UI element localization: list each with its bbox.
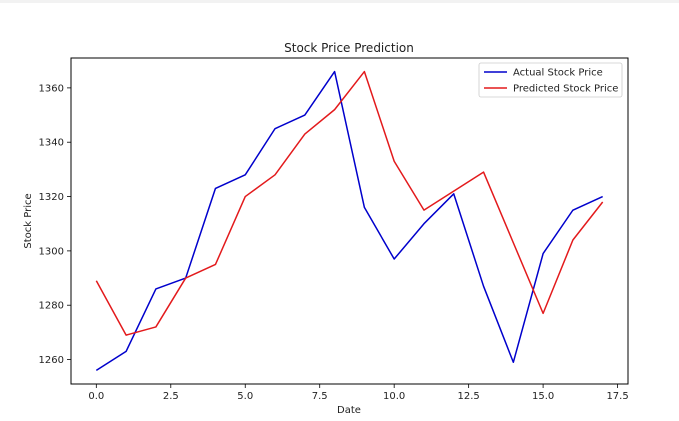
data-point: [512, 361, 514, 363]
data-point: [482, 171, 484, 173]
series-lines: [95, 70, 604, 372]
x-tick-label: 12.5: [458, 391, 480, 402]
series-line-predicted: [95, 70, 604, 336]
data-point: [482, 285, 484, 287]
data-point: [601, 201, 603, 203]
x-tick-label: 5.0: [237, 391, 253, 402]
data-point: [333, 108, 335, 110]
data-point: [572, 239, 574, 241]
data-point: [125, 334, 127, 336]
data-point: [363, 70, 365, 72]
window-top-strip: [0, 0, 679, 3]
data-point: [363, 206, 365, 208]
x-tick-label: 15.0: [532, 391, 554, 402]
y-tick-label: 1360: [39, 83, 64, 94]
data-point: [274, 127, 276, 129]
y-axis-label: Stock Price: [23, 193, 34, 248]
x-tick-label: 7.5: [312, 391, 328, 402]
data-point: [125, 350, 127, 352]
data-point: [453, 193, 455, 195]
chart-title: Stock Price Prediction: [284, 41, 414, 55]
data-point: [393, 258, 395, 260]
data-point: [214, 263, 216, 265]
legend-label: Predicted Stock Price: [513, 84, 618, 95]
data-point: [512, 242, 514, 244]
data-point: [601, 195, 603, 197]
data-point: [155, 288, 157, 290]
data-point: [333, 70, 335, 72]
y-tick-label: 1320: [39, 192, 64, 203]
data-point: [184, 277, 186, 279]
data-point: [274, 174, 276, 176]
data-point: [244, 174, 246, 176]
data-point: [304, 133, 306, 135]
x-tick-label: 2.5: [163, 391, 179, 402]
y-tick-label: 1340: [39, 138, 64, 149]
data-point: [423, 223, 425, 225]
y-tick-label: 1300: [39, 246, 64, 257]
y-axis-ticks: 1260 1280 1300 1320 1340 1360: [39, 83, 71, 366]
data-point: [304, 114, 306, 116]
data-point: [542, 312, 544, 314]
x-axis-label: Date: [337, 405, 361, 416]
data-point: [423, 209, 425, 211]
data-point: [214, 187, 216, 189]
plot-area: [71, 58, 628, 384]
data-point: [393, 160, 395, 162]
y-tick-label: 1280: [39, 301, 64, 312]
data-point: [542, 252, 544, 254]
data-point: [244, 195, 246, 197]
data-point: [95, 369, 97, 371]
series-line-actual: [95, 70, 603, 372]
plot-frame: [70, 57, 629, 385]
data-point: [155, 326, 157, 328]
data-point: [572, 209, 574, 211]
chart-legend: Actual Stock Price Predicted Stock Price: [478, 62, 623, 98]
y-tick-label: 1260: [39, 355, 64, 366]
x-tick-label: 10.0: [383, 391, 405, 402]
legend-box: [478, 62, 623, 98]
x-tick-label: 17.5: [606, 391, 628, 402]
x-axis-ticks: 0.0 2.5 5.0 7.5 10.0 12.5 15.0 17.5: [88, 384, 629, 402]
x-tick-label: 0.0: [88, 391, 104, 402]
data-point: [95, 280, 97, 282]
legend-label: Actual Stock Price: [513, 68, 603, 79]
data-point: [453, 190, 455, 192]
